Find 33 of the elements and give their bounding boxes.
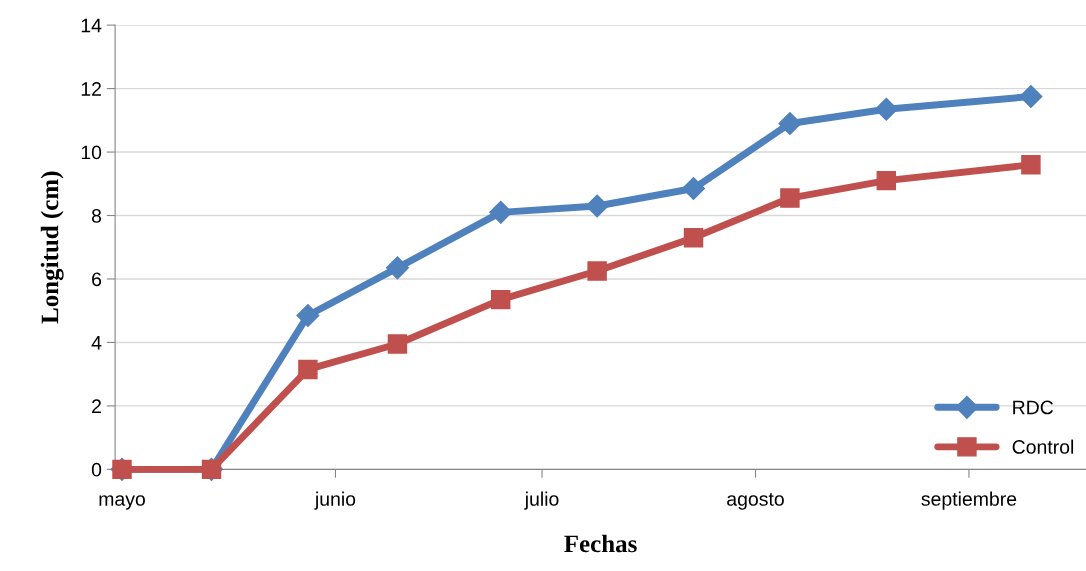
- y-tick-label: 12: [81, 82, 101, 96]
- y-tick-label: 8: [91, 208, 102, 223]
- point: [874, 97, 898, 121]
- point: [298, 359, 318, 380]
- x-axis-title: Fechas: [564, 534, 637, 553]
- point: [387, 334, 408, 354]
- y-tick-label: 2: [92, 399, 101, 413]
- x-tick-label: julio: [524, 491, 559, 510]
- x-tick-label: septiembre: [921, 491, 1017, 510]
- point: [683, 228, 704, 248]
- point: [780, 188, 800, 208]
- legend-label: RDC: [1013, 400, 1054, 415]
- y-tick-label: 10: [81, 145, 102, 160]
- x-tick-label: mayo: [99, 495, 145, 510]
- point: [490, 289, 511, 310]
- point: [1019, 85, 1043, 109]
- y-tick-label: 14: [81, 18, 102, 33]
- point: [296, 303, 320, 327]
- y-tick-label: 6: [92, 272, 102, 287]
- point: [587, 261, 607, 281]
- x-tick-label: junio: [314, 491, 356, 510]
- legend-label: Control: [1012, 439, 1074, 454]
- point: [876, 170, 897, 191]
- point: [585, 194, 609, 218]
- point: [1021, 155, 1041, 175]
- y-tick-label: 0: [91, 462, 102, 477]
- y-axis-title: Longitud (cm): [40, 171, 64, 324]
- x-tick-label: agosto: [727, 493, 784, 510]
- point: [489, 200, 513, 224]
- point: [778, 111, 802, 135]
- point: [385, 256, 409, 280]
- point: [682, 177, 706, 201]
- y-tick-label: 4: [91, 336, 102, 350]
